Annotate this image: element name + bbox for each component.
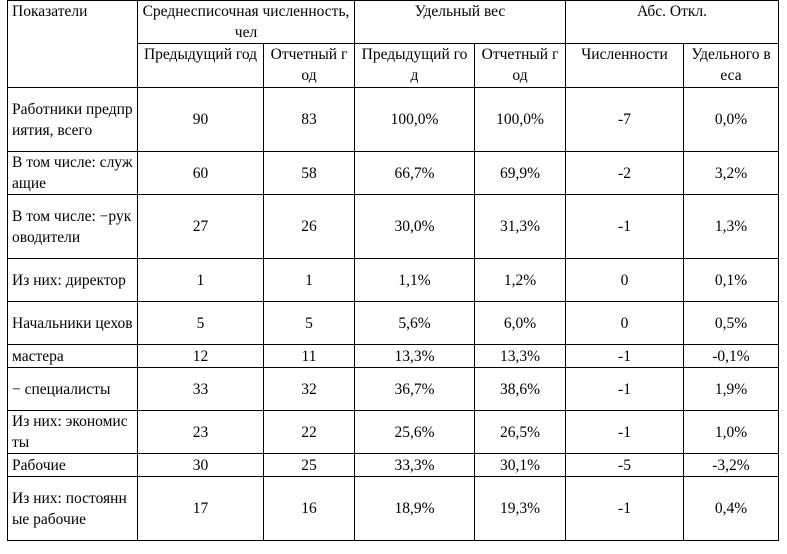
cell-share-report: 69,9% — [474, 151, 566, 195]
subheader-prev-year-share: Предыдущий год — [354, 43, 475, 88]
cell-abs-share: 3,2% — [683, 151, 779, 195]
cell-headcount-prev: 30 — [137, 453, 264, 477]
cell-headcount-report: 26 — [263, 194, 355, 259]
cell-abs-share: 0,5% — [683, 301, 779, 345]
row-label: Начальники цехов — [7, 301, 138, 345]
cell-share-report: 6,0% — [474, 301, 566, 345]
cell-abs-headcount: -1 — [565, 344, 684, 368]
cell-share-prev: 100,0% — [354, 87, 475, 152]
cell-abs-share: 0,4% — [683, 476, 779, 541]
cell-headcount-report: 5 — [263, 301, 355, 345]
table-row: Начальники цехов 5 5 5,6% 6,0% 0 0,5% — [7, 301, 779, 345]
cell-headcount-prev: 12 — [137, 344, 264, 368]
cell-headcount-prev: 17 — [137, 476, 264, 541]
cell-headcount-report: 16 — [263, 476, 355, 541]
cell-abs-share: 1,3% — [683, 194, 779, 259]
row-label: Из них: экономисты — [7, 410, 138, 454]
row-label: В том числе: служащие — [7, 151, 138, 195]
row-label: мастера — [7, 344, 138, 368]
cell-abs-headcount: -1 — [565, 367, 684, 411]
subheader-headcount: Численности — [565, 43, 684, 88]
cell-share-prev: 1,1% — [354, 258, 475, 302]
cell-share-report: 30,1% — [474, 453, 566, 477]
cell-share-report: 19,3% — [474, 476, 566, 541]
table-row: Рабочие 30 25 33,3% 30,1% -5 -3,2% — [7, 453, 779, 477]
cell-headcount-prev: 23 — [137, 410, 264, 454]
row-label: Рабочие — [7, 453, 138, 477]
cell-share-prev: 25,6% — [354, 410, 475, 454]
cell-headcount-report: 25 — [263, 453, 355, 477]
table-container: Показатели Среднесписочная численность, … — [7, 0, 779, 541]
cell-headcount-report: 22 — [263, 410, 355, 454]
cell-headcount-prev: 33 — [137, 367, 264, 411]
cell-headcount-report: 11 — [263, 344, 355, 368]
cell-share-report: 38,6% — [474, 367, 566, 411]
cell-abs-headcount: 0 — [565, 301, 684, 345]
cell-share-prev: 5,6% — [354, 301, 475, 345]
subheader-report-year: Отчетный год — [263, 43, 355, 88]
header-avg-headcount: Среднесписочная численность, чел — [137, 0, 355, 44]
cell-abs-headcount: 0 — [565, 258, 684, 302]
cell-share-prev: 66,7% — [354, 151, 475, 195]
cell-headcount-report: 58 — [263, 151, 355, 195]
cell-abs-headcount: -1 — [565, 194, 684, 259]
cell-abs-headcount: -5 — [565, 453, 684, 477]
cell-share-report: 100,0% — [474, 87, 566, 152]
header-indicators: Показатели — [7, 0, 138, 88]
staff-structure-table: Показатели Среднесписочная численность, … — [7, 0, 779, 541]
cell-abs-share: 0,1% — [683, 258, 779, 302]
cell-headcount-report: 83 — [263, 87, 355, 152]
table-row: В том числе: −руководители 27 26 30,0% 31,3%… — [7, 194, 779, 259]
table-row: Из них: директор 1 1 1,1% 1,2% 0 0,1% — [7, 258, 779, 302]
cell-share-report: 26,5% — [474, 410, 566, 454]
cell-headcount-prev: 60 — [137, 151, 264, 195]
cell-abs-share: -0,1% — [683, 344, 779, 368]
cell-share-prev: 18,9% — [354, 476, 475, 541]
table-row: В том числе: служащие 60 58 66,7% 69,9% -2 3,2… — [7, 151, 779, 195]
cell-share-prev: 36,7% — [354, 367, 475, 411]
row-label: Из них: постоянные рабочие — [7, 476, 138, 541]
subheader-row: Предыдущий год Отчетный год Предыдущий г… — [8, 43, 779, 88]
cell-abs-headcount: -1 — [565, 476, 684, 541]
cell-abs-headcount: -2 — [565, 151, 684, 195]
cell-abs-headcount: -1 — [565, 410, 684, 454]
cell-headcount-prev: 90 — [137, 87, 264, 152]
cell-headcount-prev: 1 — [137, 258, 264, 302]
cell-share-report: 13,3% — [474, 344, 566, 368]
cell-abs-share: -3,2% — [683, 453, 779, 477]
table-row: мастера 12 11 13,3% 13,3% -1 -0,1% — [7, 344, 779, 368]
row-label: Работники предприятия, всего — [7, 87, 138, 152]
cell-share-prev: 33,3% — [354, 453, 475, 477]
cell-abs-share: 0,0% — [683, 87, 779, 152]
header-abs-dev: Абс. Откл. — [565, 0, 779, 44]
cell-headcount-report: 1 — [263, 258, 355, 302]
cell-headcount-prev: 27 — [137, 194, 264, 259]
cell-abs-share: 1,0% — [683, 410, 779, 454]
cell-abs-headcount: -7 — [565, 87, 684, 152]
row-label: В том числе: −руководители — [7, 194, 138, 259]
cell-share-report: 1,2% — [474, 258, 566, 302]
cell-headcount-report: 32 — [263, 367, 355, 411]
cell-abs-share: 1,9% — [683, 367, 779, 411]
table-row: Из них: экономисты 23 22 25,6% 26,5% -1 1,0% — [7, 410, 779, 454]
subheader-prev-year: Предыдущий год — [137, 43, 264, 88]
header-row: Показатели Среднесписочная численность, … — [7, 0, 779, 88]
table-row: Из них: постоянные рабочие 17 16 18,9% 19,3%… — [7, 476, 779, 541]
cell-share-prev: 30,0% — [354, 194, 475, 259]
subheader-report-year-share: Отчетный год — [474, 43, 566, 88]
header-share: Удельный вес — [354, 0, 566, 44]
row-label: − специалисты — [7, 367, 138, 411]
cell-headcount-prev: 5 — [137, 301, 264, 345]
table-row: − специалисты 33 32 36,7% 38,6% -1 1,9% — [7, 367, 779, 411]
subheader-share-dev: Удельного веса — [683, 43, 779, 88]
cell-share-report: 31,3% — [474, 194, 566, 259]
row-label: Из них: директор — [7, 258, 138, 302]
table-row: Работники предприятия, всего 90 83 100,0% 10… — [7, 87, 779, 152]
cell-share-prev: 13,3% — [354, 344, 475, 368]
